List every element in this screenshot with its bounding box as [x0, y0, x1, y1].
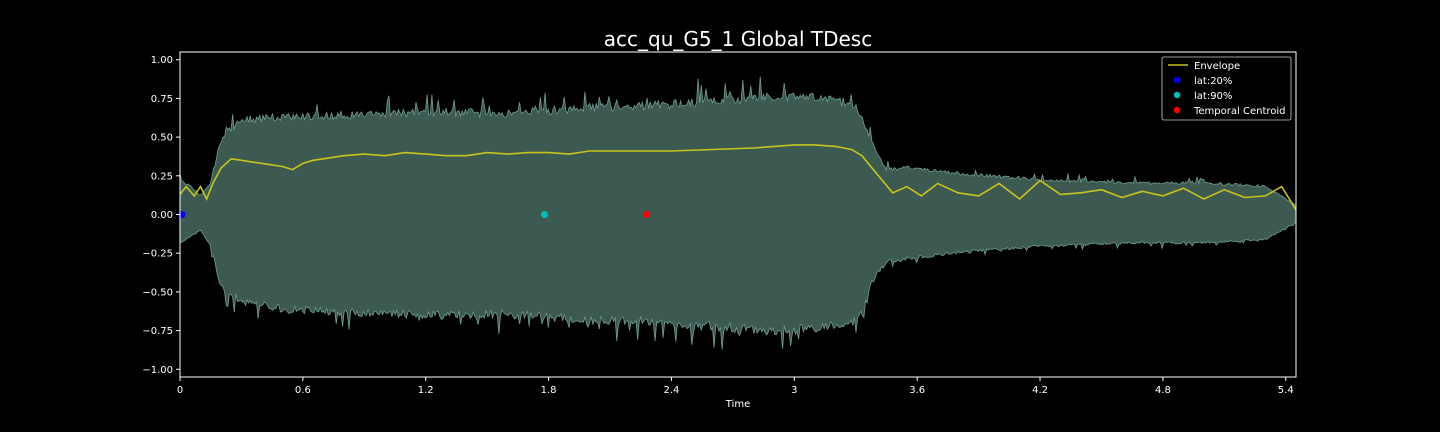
legend-label-centroid: Temporal Centroid: [1193, 106, 1286, 117]
y-tick-label: −0.75: [142, 326, 173, 337]
series-line-envelope: [180, 144, 1296, 211]
y-tick-label: 0.75: [151, 94, 173, 105]
x-tick-label: 3.6: [909, 385, 925, 396]
legend-label-envelope: Envelope: [1194, 61, 1240, 72]
marker-temporal-centroid: [643, 211, 651, 218]
x-tick-label: 2.4: [663, 385, 679, 396]
y-tick-label: −0.50: [142, 287, 173, 298]
y-tick-label: −1.00: [142, 365, 173, 376]
legend: Envelope lat:20% lat:90% Temporal Centro…: [1161, 56, 1292, 121]
waveform-area: [180, 76, 1296, 350]
legend-swatch-lat20: [1173, 76, 1181, 84]
x-axis: 0 0.6 1.2 1.8 2.4 3 3.6 4.2 4.8 5.4: [177, 377, 1294, 396]
x-tick-label: 1.8: [541, 385, 557, 396]
x-tick-label: 4.2: [1032, 385, 1048, 396]
plot-area: [178, 76, 1296, 350]
chart-title: acc_qu_G5_1 Global TDesc: [604, 27, 872, 51]
x-tick-label: 1.2: [418, 385, 434, 396]
x-tick-label: 4.8: [1155, 385, 1171, 396]
y-tick-label: 1.00: [151, 55, 173, 66]
x-tick-label: 0.6: [295, 385, 311, 396]
y-tick-label: 0.00: [151, 210, 173, 221]
y-tick-label: 0.25: [151, 171, 173, 182]
legend-label-lat20: lat:20%: [1194, 76, 1232, 87]
marker-lat90: [540, 211, 548, 218]
x-tick-label: 5.4: [1278, 385, 1294, 396]
legend-swatch-lat90: [1173, 91, 1181, 99]
y-tick-label: 0.50: [151, 133, 173, 144]
y-tick-label: −0.25: [142, 249, 173, 260]
y-axis: −1.00 −0.75 −0.50 −0.25 0.00 0.25 0.50 0.75 1.00: [142, 55, 180, 376]
legend-box: [1161, 56, 1292, 121]
legend-swatch-centroid: [1173, 106, 1181, 114]
legend-label-lat90: lat:90%: [1194, 91, 1232, 102]
x-tick-label: 0: [177, 385, 183, 396]
x-axis-label: Time: [725, 399, 750, 410]
x-tick-label: 3: [791, 385, 797, 396]
